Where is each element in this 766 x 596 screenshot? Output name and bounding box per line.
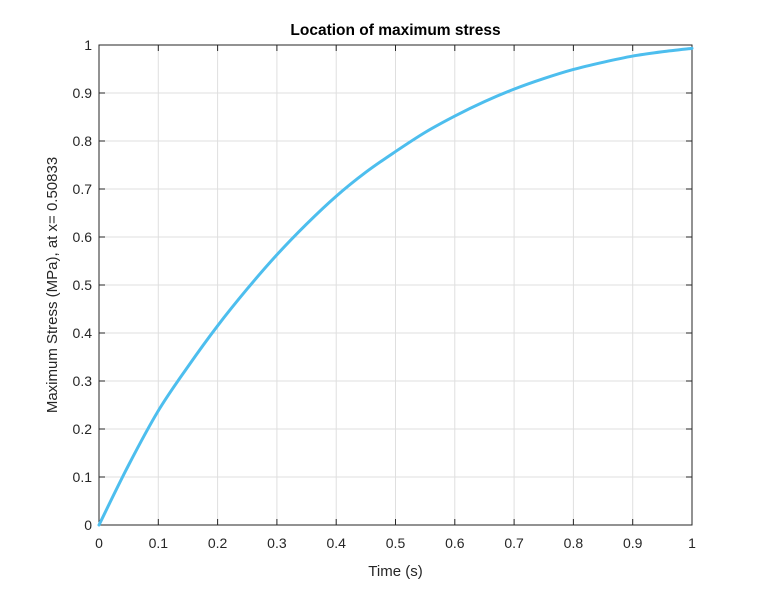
ticks [98, 44, 693, 526]
x-axis-label: Time (s) [368, 563, 422, 580]
x-tick-label: 1 [688, 535, 696, 551]
y-tick-label: 0.7 [73, 181, 93, 197]
x-tick-label: 0.9 [623, 535, 643, 551]
y-axis-label: Maximum Stress (MPa), at x= 0.50833 [44, 157, 61, 413]
x-tick-label: 0.5 [386, 535, 406, 551]
x-tick-label: 0.1 [149, 535, 169, 551]
y-tick-label: 1 [84, 37, 92, 53]
y-tick-label: 0.1 [73, 469, 93, 485]
chart-title: Location of maximum stress [290, 22, 500, 39]
series-line [97, 46, 694, 527]
y-tick-labels: 0 0.1 0.2 0.3 0.4 0.5 0.6 0.7 0.8 0.9 1 [73, 37, 93, 533]
x-tick-label: 0.3 [267, 535, 287, 551]
x-tick-label: 0 [95, 535, 103, 551]
x-tick-label: 0.2 [208, 535, 228, 551]
y-tick-label: 0.4 [73, 325, 93, 341]
x-tick-label: 0.8 [564, 535, 584, 551]
y-tick-label: 0.2 [73, 421, 93, 437]
grid [99, 45, 692, 525]
y-tick-label: 0.3 [73, 373, 93, 389]
y-tick-label: 0.9 [73, 85, 93, 101]
y-tick-label: 0.8 [73, 133, 93, 149]
y-tick-label: 0.5 [73, 277, 93, 293]
x-tick-labels: 0 0.1 0.2 0.3 0.4 0.5 0.6 0.7 0.8 0.9 1 [95, 535, 696, 551]
x-tick-label: 0.7 [504, 535, 524, 551]
x-tick-label: 0.4 [326, 535, 346, 551]
x-tick-label: 0.6 [445, 535, 465, 551]
y-tick-label: 0.6 [73, 229, 93, 245]
y-tick-label: 0 [84, 517, 92, 533]
